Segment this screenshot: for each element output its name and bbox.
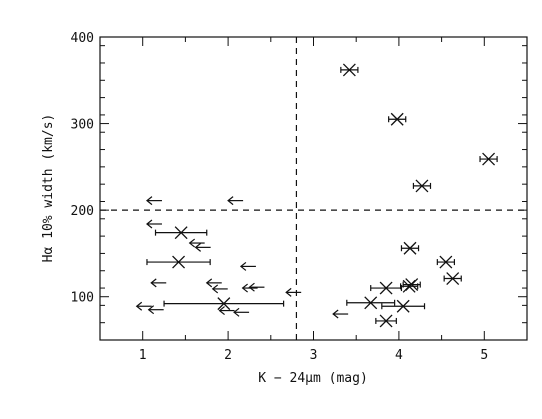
x-marker-point (388, 112, 407, 126)
upper-limit-arrow (211, 284, 228, 294)
arrow-head (146, 219, 153, 229)
x-marker-stroke (342, 63, 356, 77)
arrow-head (194, 242, 202, 252)
x-marker-stroke (174, 226, 188, 240)
x-marker-stroke (379, 314, 393, 328)
x-tick-label: 4 (395, 348, 403, 363)
arrow-head (233, 307, 240, 317)
upper-limit-arrow (194, 242, 211, 252)
arrow-head (147, 305, 155, 315)
x-marker-stroke (415, 179, 429, 193)
upper-limit-arrow (227, 196, 244, 206)
upper-limit-arrow (218, 306, 235, 316)
x-marker-stroke (396, 299, 410, 313)
x-tick-label: 1 (139, 348, 147, 363)
x-marker-stroke (446, 272, 460, 285)
x-marker-point (443, 272, 462, 285)
arrow-head (227, 196, 234, 206)
upper-limit-arrow (248, 282, 265, 292)
arrow-head (285, 287, 292, 297)
x-marker-stroke (390, 112, 404, 126)
upper-limit-arrow (146, 219, 162, 229)
x-marker-stroke (379, 281, 393, 295)
x-tick-label: 3 (310, 348, 318, 363)
arrow-head (332, 309, 339, 319)
upper-limit-arrow (233, 307, 250, 317)
x-marker-point (400, 241, 420, 255)
plot-frame (99, 36, 528, 341)
arrow-head (150, 278, 157, 288)
x-marker-point (163, 297, 285, 311)
x-marker-stroke (482, 152, 496, 166)
x-marker-point (375, 314, 397, 328)
x-marker-point (370, 281, 403, 295)
upper-limit-arrow (146, 196, 162, 206)
arrow-head (146, 196, 153, 206)
upper-limit-arrow (150, 278, 167, 288)
x-marker-point (154, 226, 208, 240)
reference-lines (100, 37, 527, 340)
x-marker-stroke (439, 255, 453, 269)
upper-limit-arrow (285, 287, 302, 297)
y-tick-label: 200 (71, 204, 94, 219)
y-tick-label: 300 (71, 118, 94, 133)
arrow-head (188, 238, 196, 248)
x-marker-point (412, 179, 432, 193)
arrow-head (239, 261, 247, 271)
data-marks (135, 63, 498, 328)
axis-ticks: 1 2 3 4 5 100 200 300 400 (71, 31, 528, 363)
upper-limit-arrow (135, 301, 152, 311)
upper-limit-arrow (332, 309, 349, 319)
x-marker-point (402, 278, 421, 292)
upper-limit-arrow (239, 261, 256, 271)
arrow-head (135, 301, 143, 311)
arrow-head (241, 283, 248, 293)
x-marker-stroke (364, 296, 378, 310)
x-axis-label: K − 24μm (mag) (258, 371, 368, 386)
x-tick-label: 2 (224, 348, 232, 363)
x-tick-label: 5 (480, 348, 488, 363)
y-axis-label: Hα 10% width (km/s) (41, 114, 56, 263)
x-marker-point (479, 152, 498, 166)
arrow-head (218, 306, 225, 316)
x-marker-stroke (217, 297, 231, 311)
x-marker-point (436, 255, 456, 269)
x-marker-point (346, 296, 396, 310)
arrow-head (205, 278, 213, 288)
upper-limit-arrow (147, 305, 164, 315)
upper-limit-arrow (205, 278, 222, 288)
x-marker-point (146, 255, 211, 269)
x-marker-stroke (172, 255, 186, 269)
y-tick-label: 400 (71, 31, 94, 46)
x-marker-point (340, 63, 359, 77)
x-marker-stroke (403, 241, 417, 255)
upper-limit-arrow (188, 238, 205, 248)
x-marker-stroke (405, 278, 419, 292)
x-marker-point (381, 299, 426, 313)
y-tick-label: 100 (71, 291, 94, 306)
arrow-head (248, 282, 255, 292)
arrow-head (211, 284, 219, 294)
